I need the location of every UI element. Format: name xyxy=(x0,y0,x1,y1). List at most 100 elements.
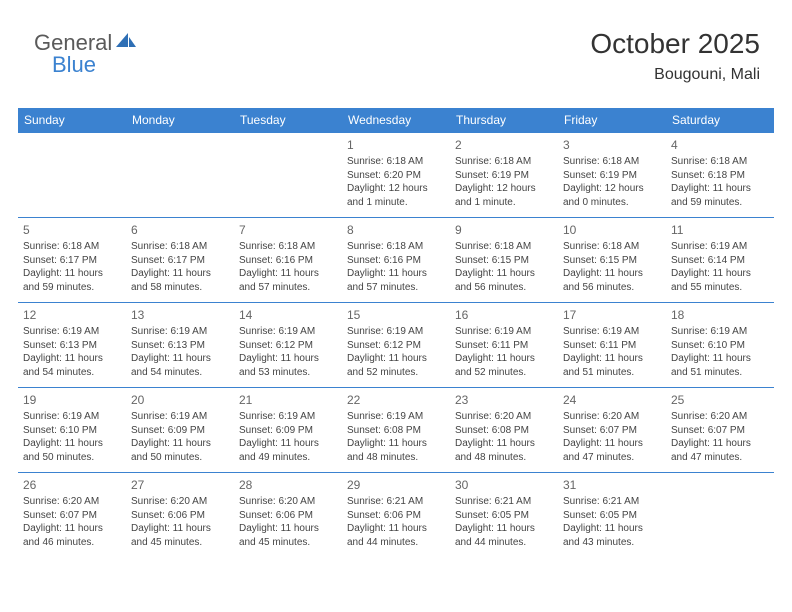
sunset-line: Sunset: 6:08 PM xyxy=(455,424,553,438)
calendar-cell xyxy=(126,133,234,217)
calendar-cell: 27Sunrise: 6:20 AMSunset: 6:06 PMDayligh… xyxy=(126,473,234,557)
day-number: 21 xyxy=(239,392,337,408)
day-number: 24 xyxy=(563,392,661,408)
sunset-line: Sunset: 6:19 PM xyxy=(563,169,661,183)
day-number: 7 xyxy=(239,222,337,238)
week-row: 26Sunrise: 6:20 AMSunset: 6:07 PMDayligh… xyxy=(18,472,774,557)
daylight-line: Daylight: 11 hours and 51 minutes. xyxy=(671,352,769,379)
calendar-cell: 29Sunrise: 6:21 AMSunset: 6:06 PMDayligh… xyxy=(342,473,450,557)
sunset-line: Sunset: 6:13 PM xyxy=(131,339,229,353)
calendar-cell: 3Sunrise: 6:18 AMSunset: 6:19 PMDaylight… xyxy=(558,133,666,217)
sunset-line: Sunset: 6:10 PM xyxy=(23,424,121,438)
calendar-cell: 22Sunrise: 6:19 AMSunset: 6:08 PMDayligh… xyxy=(342,388,450,472)
month-title: October 2025 xyxy=(590,28,760,60)
location: Bougouni, Mali xyxy=(590,66,760,84)
sunrise-line: Sunrise: 6:20 AM xyxy=(671,410,769,424)
daylight-line: Daylight: 11 hours and 54 minutes. xyxy=(131,352,229,379)
daylight-line: Daylight: 11 hours and 55 minutes. xyxy=(671,267,769,294)
week-row: 5Sunrise: 6:18 AMSunset: 6:17 PMDaylight… xyxy=(18,217,774,302)
logo-text-blue-wrap: Blue xyxy=(52,52,96,78)
day-number: 27 xyxy=(131,477,229,493)
day-number: 30 xyxy=(455,477,553,493)
daylight-line: Daylight: 11 hours and 44 minutes. xyxy=(455,522,553,549)
sunrise-line: Sunrise: 6:19 AM xyxy=(131,325,229,339)
sunrise-line: Sunrise: 6:18 AM xyxy=(347,155,445,169)
calendar-cell: 19Sunrise: 6:19 AMSunset: 6:10 PMDayligh… xyxy=(18,388,126,472)
calendar-cell: 4Sunrise: 6:18 AMSunset: 6:18 PMDaylight… xyxy=(666,133,774,217)
sunrise-line: Sunrise: 6:19 AM xyxy=(563,325,661,339)
daylight-line: Daylight: 11 hours and 54 minutes. xyxy=(23,352,121,379)
calendar-cell: 14Sunrise: 6:19 AMSunset: 6:12 PMDayligh… xyxy=(234,303,342,387)
calendar-cell: 20Sunrise: 6:19 AMSunset: 6:09 PMDayligh… xyxy=(126,388,234,472)
day-header-tue: Tuesday xyxy=(234,108,342,132)
sunset-line: Sunset: 6:16 PM xyxy=(347,254,445,268)
calendar-cell: 31 Sunrise: 6:21 AMSunset: 6:05 PMDayligh… xyxy=(558,473,666,557)
day-header-mon: Monday xyxy=(126,108,234,132)
day-number: 18 xyxy=(671,307,769,323)
week-row: 12Sunrise: 6:19 AMSunset: 6:13 PMDayligh… xyxy=(18,302,774,387)
calendar-cell: 6Sunrise: 6:18 AMSunset: 6:17 PMDaylight… xyxy=(126,218,234,302)
calendar-cell: 26Sunrise: 6:20 AMSunset: 6:07 PMDayligh… xyxy=(18,473,126,557)
day-number: 5 xyxy=(23,222,121,238)
calendar-cell: 1Sunrise: 6:18 AMSunset: 6:20 PMDaylight… xyxy=(342,133,450,217)
sunset-line: Sunset: 6:12 PM xyxy=(239,339,337,353)
week-row: 19 Sunrise: 6:19 AMSunset: 6:10 PM Dayligh… xyxy=(18,387,774,472)
sunrise-line: Sunrise: 6:21 AM xyxy=(455,495,553,509)
sunrise-line: Sunrise: 6:18 AM xyxy=(23,240,121,254)
day-number: 20 xyxy=(131,392,229,408)
day-number: 8 xyxy=(347,222,445,238)
sunset-line: Sunset: 6:06 PM xyxy=(131,509,229,523)
calendar-cell: 18Sunrise: 6:19 AMSunset: 6:10 PMDayligh… xyxy=(666,303,774,387)
daylight-line: Daylight: 11 hours and 44 minutes. xyxy=(347,522,445,549)
day-number: 10 xyxy=(563,222,661,238)
day-number: 16 xyxy=(455,307,553,323)
daylight-line: Daylight: 11 hours and 48 minutes. xyxy=(347,437,445,464)
day-number: 23 xyxy=(455,392,553,408)
day-number: 11 xyxy=(671,222,769,238)
calendar-cell: 9Sunrise: 6:18 AMSunset: 6:15 PMDaylight… xyxy=(450,218,558,302)
sunset-line: Sunset: 6:06 PM xyxy=(239,509,337,523)
daylight-line: Daylight: 11 hours and 57 minutes. xyxy=(347,267,445,294)
calendar-cell: 11 Sunrise: 6:19 AMSunset: 6:14 PMDayligh… xyxy=(666,218,774,302)
sunset-line: Sunset: 6:11 PM xyxy=(455,339,553,353)
sunset-line: Sunset: 6:05 PM xyxy=(455,509,553,523)
sunrise-line: Sunrise: 6:18 AM xyxy=(455,240,553,254)
day-number: 31 xyxy=(563,477,661,493)
daylight-line: Daylight: 11 hours and 48 minutes. xyxy=(455,437,553,464)
sunset-line: Sunset: 6:14 PM xyxy=(671,254,769,268)
sunset-line: Sunset: 6:11 PM xyxy=(563,339,661,353)
sunrise-line: Sunrise: 6:21 AM xyxy=(347,495,445,509)
day-number: 19 xyxy=(23,392,121,408)
sunset-line: Sunset: 6:09 PM xyxy=(131,424,229,438)
calendar-cell: 10Sunrise: 6:18 AMSunset: 6:15 PMDayligh… xyxy=(558,218,666,302)
daylight-line: Daylight: 12 hours and 1 minute. xyxy=(455,182,553,209)
calendar-cell xyxy=(18,133,126,217)
logo-text-blue: Blue xyxy=(52,52,96,77)
calendar-cell: 21Sunrise: 6:19 AMSunset: 6:09 PMDayligh… xyxy=(234,388,342,472)
calendar-cell: 8Sunrise: 6:18 AMSunset: 6:16 PMDaylight… xyxy=(342,218,450,302)
calendar-cell xyxy=(666,473,774,557)
daylight-line: Daylight: 11 hours and 56 minutes. xyxy=(455,267,553,294)
sunrise-line: Sunrise: 6:18 AM xyxy=(563,155,661,169)
calendar-cell: 30 Sunrise: 6:21 AMSunset: 6:05 PMDayligh… xyxy=(450,473,558,557)
sunset-line: Sunset: 6:05 PM xyxy=(563,509,661,523)
daylight-line: Daylight: 11 hours and 58 minutes. xyxy=(131,267,229,294)
sunrise-line: Sunrise: 6:19 AM xyxy=(671,325,769,339)
sunset-line: Sunset: 6:13 PM xyxy=(23,339,121,353)
sunrise-line: Sunrise: 6:18 AM xyxy=(239,240,337,254)
daylight-line: Daylight: 11 hours and 43 minutes. xyxy=(563,522,661,549)
sunrise-line: Sunrise: 6:19 AM xyxy=(23,410,121,424)
calendar-cell: 17Sunrise: 6:19 AMSunset: 6:11 PMDayligh… xyxy=(558,303,666,387)
sunset-line: Sunset: 6:07 PM xyxy=(671,424,769,438)
sunset-line: Sunset: 6:15 PM xyxy=(563,254,661,268)
sunrise-line: Sunrise: 6:21 AM xyxy=(563,495,661,509)
day-number: 9 xyxy=(455,222,553,238)
sunrise-line: Sunrise: 6:19 AM xyxy=(23,325,121,339)
calendar-cell: 15Sunrise: 6:19 AMSunset: 6:12 PMDayligh… xyxy=(342,303,450,387)
day-number: 22 xyxy=(347,392,445,408)
daylight-line: Daylight: 11 hours and 46 minutes. xyxy=(23,522,121,549)
day-number: 2 xyxy=(455,137,553,153)
calendar-cell: 7Sunrise: 6:18 AMSunset: 6:16 PMDaylight… xyxy=(234,218,342,302)
logo-sail-icon xyxy=(114,31,138,56)
sunrise-line: Sunrise: 6:19 AM xyxy=(671,240,769,254)
